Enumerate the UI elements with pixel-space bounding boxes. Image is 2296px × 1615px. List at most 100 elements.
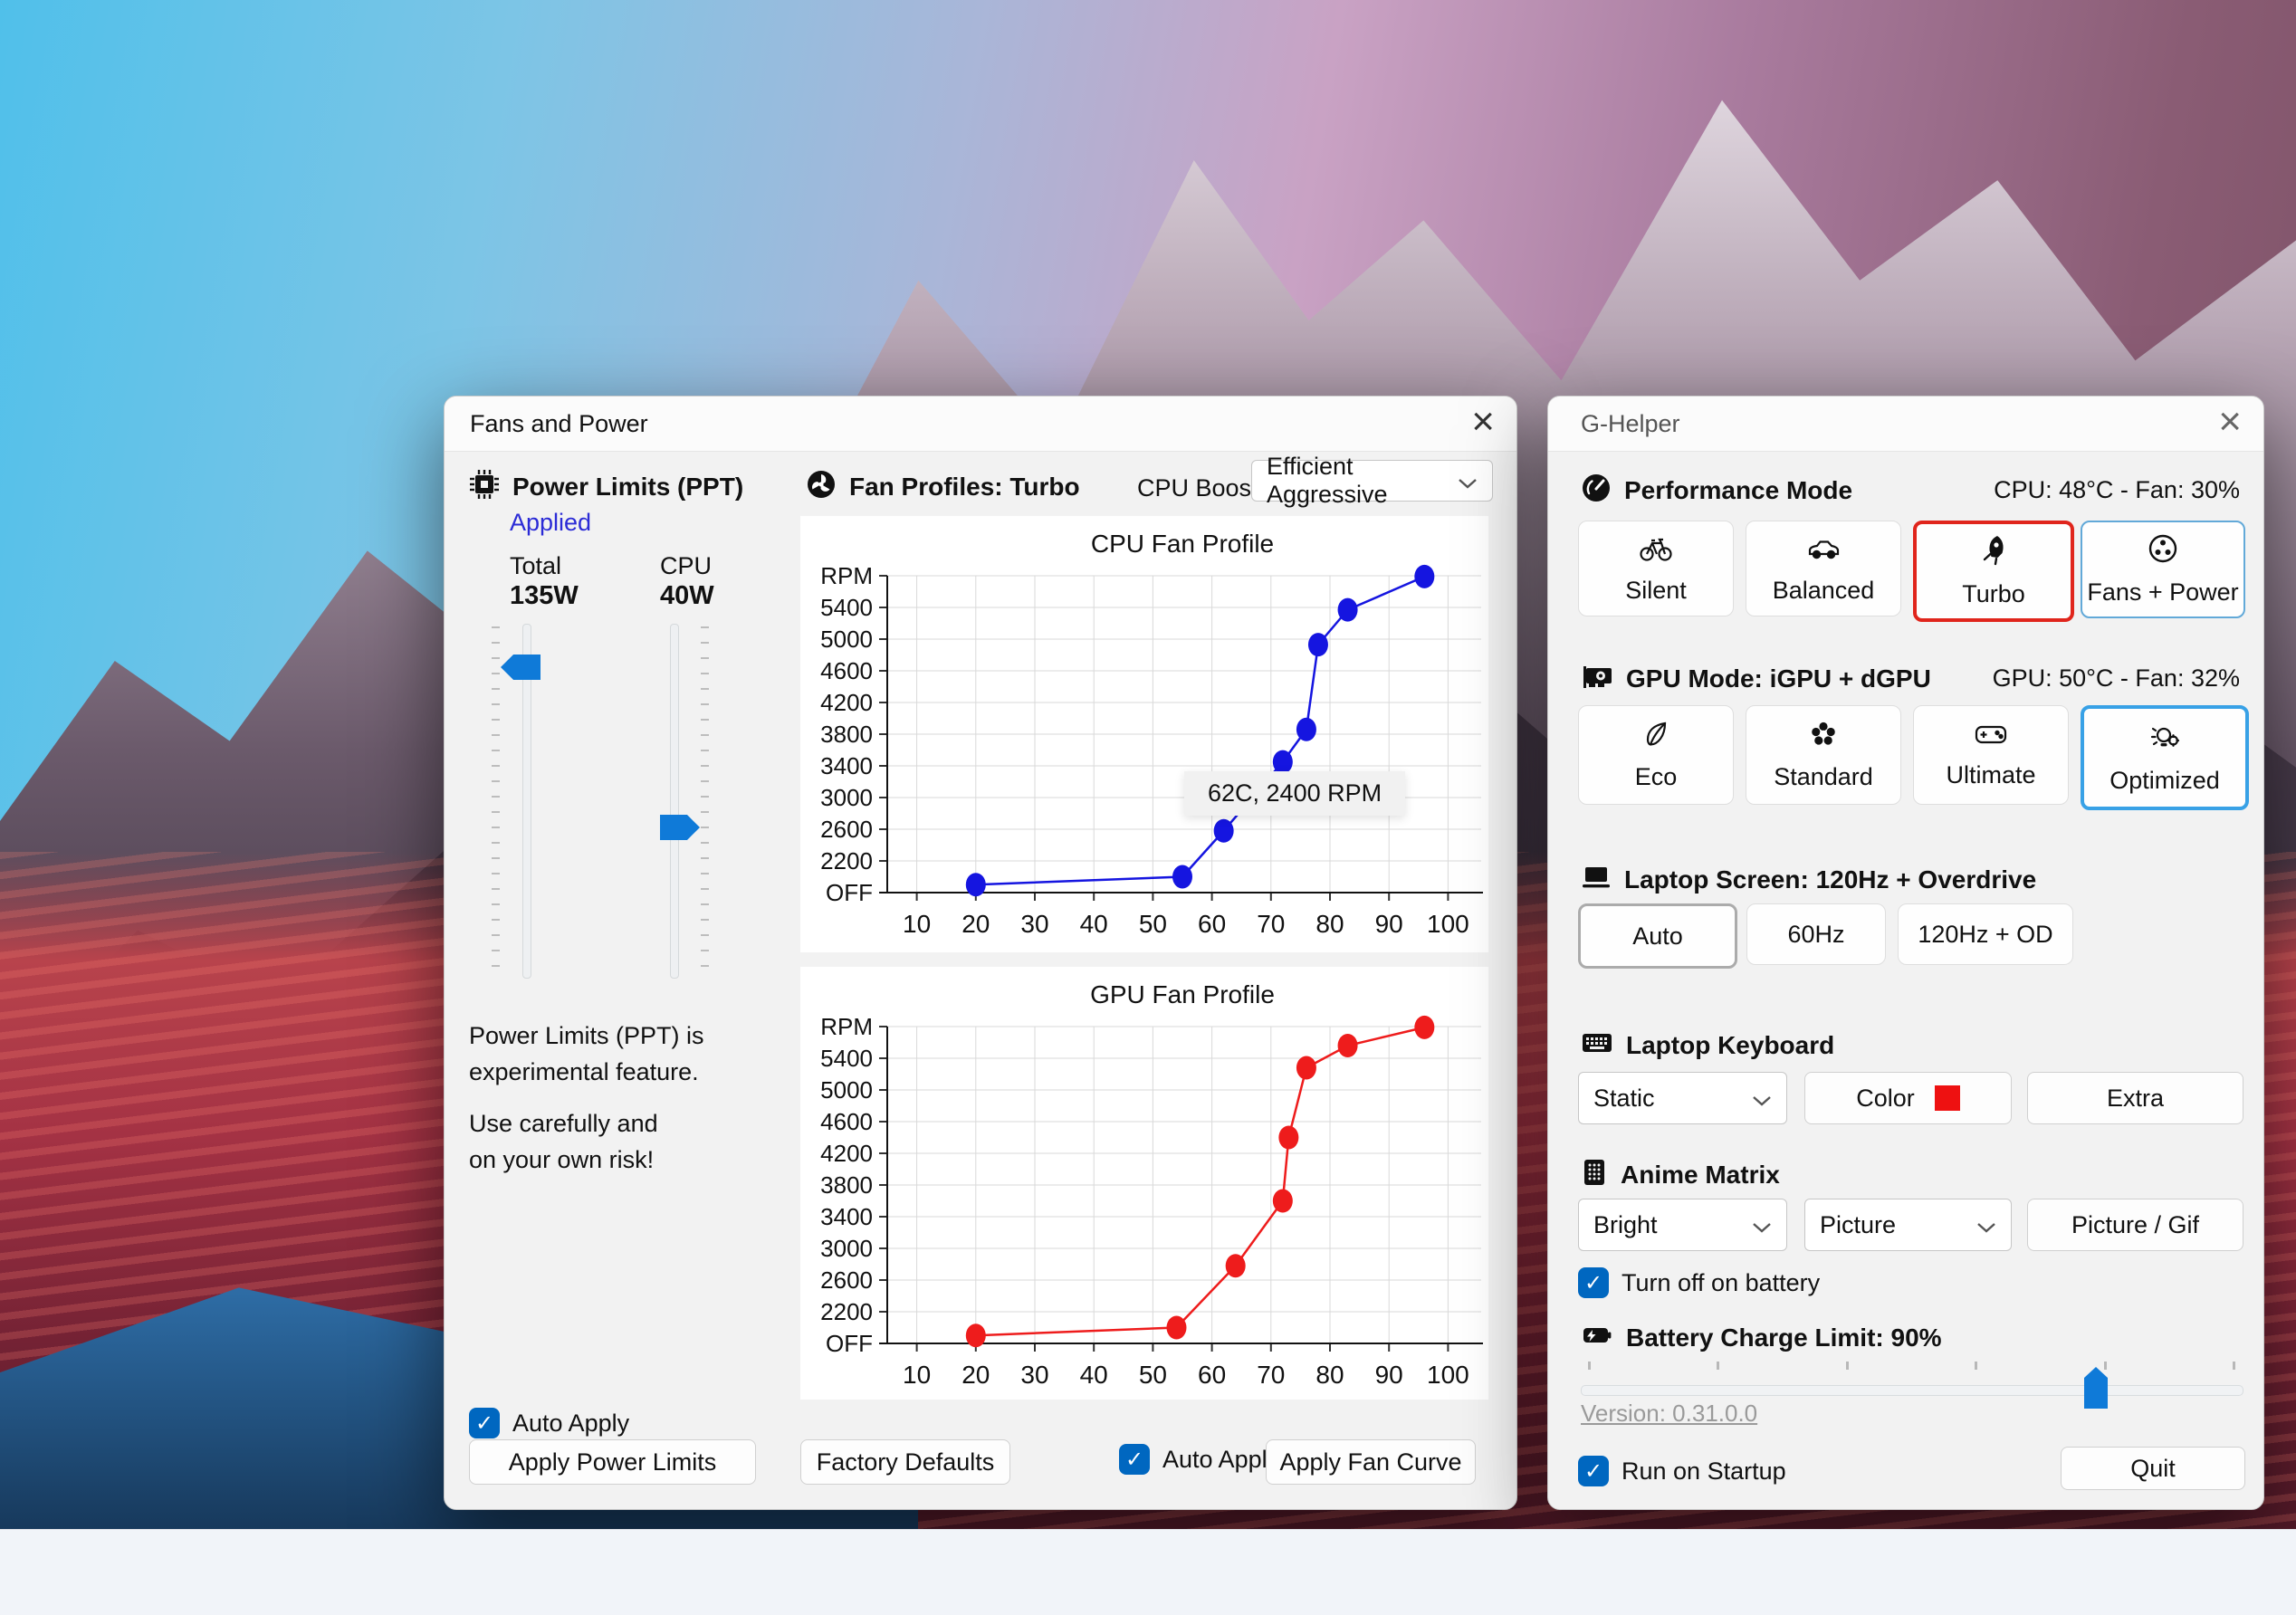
screen-auto-button[interactable]: Auto [1578, 903, 1737, 969]
keyboard-extra-button[interactable]: Extra [2027, 1072, 2243, 1124]
total-power-slider-thumb[interactable] [501, 655, 541, 680]
gpu-optimized-button[interactable]: Optimized [2081, 705, 2249, 810]
power-auto-apply-checkbox[interactable]: ✓ [469, 1408, 500, 1438]
svg-text:3000: 3000 [820, 1235, 873, 1262]
gamepad-icon [1973, 721, 2009, 754]
svg-text:50: 50 [1139, 1361, 1167, 1389]
laptop-screen-icon [1581, 864, 1612, 895]
total-label: Total [510, 552, 562, 579]
svg-text:4200: 4200 [820, 689, 873, 716]
version-link[interactable]: Version: 0.31.0.0 [1581, 1400, 1758, 1427]
startup-checkbox[interactable]: ✓ [1578, 1456, 1609, 1486]
battery-limit-slider-thumb[interactable] [2084, 1367, 2108, 1409]
svg-text:3400: 3400 [820, 752, 873, 779]
svg-text:4200: 4200 [820, 1140, 873, 1167]
screen-60hz-button[interactable]: 60Hz [1746, 903, 1886, 965]
ghelper-titlebar[interactable]: G-Helper × [1548, 397, 2263, 452]
svg-text:4600: 4600 [820, 657, 873, 684]
gpu-ultimate-button[interactable]: Ultimate [1913, 705, 2069, 805]
power-auto-apply-row: ✓ Auto Apply [469, 1408, 629, 1438]
cpu-boost-dropdown[interactable]: Efficient Aggressive [1251, 453, 1493, 508]
matrix-brightness-value: Bright [1593, 1210, 1658, 1238]
cpu-slider-ticks [701, 626, 709, 976]
close-icon[interactable]: × [1471, 399, 1495, 444]
svg-text:5400: 5400 [820, 1045, 873, 1072]
performance-heading: Performance Mode [1624, 475, 1853, 504]
matrix-running-dropdown[interactable]: Picture [1804, 1199, 2012, 1251]
mode-turbo-label: Turbo [1962, 580, 2025, 607]
matrix-brightness-dropdown[interactable]: Bright [1578, 1199, 1787, 1251]
total-slider-ticks [492, 626, 500, 976]
mode-silent-button[interactable]: Silent [1578, 521, 1734, 616]
bicycle-icon [1638, 532, 1674, 569]
battery-limit-slider[interactable] [1581, 1385, 2243, 1396]
keyboard-mode-dropdown[interactable]: Static [1578, 1072, 1787, 1124]
svg-text:3400: 3400 [820, 1203, 873, 1230]
svg-text:90: 90 [1375, 1361, 1403, 1389]
mode-balanced-label: Balanced [1772, 577, 1875, 604]
fan-auto-apply-checkbox[interactable]: ✓ [1119, 1444, 1150, 1475]
svg-text:GPU Fan Profile: GPU Fan Profile [1090, 980, 1275, 1008]
cpu-label: CPU [660, 552, 713, 579]
quit-button[interactable]: Quit [2061, 1447, 2245, 1490]
fan-auto-apply-label: Auto Apply [1162, 1445, 1280, 1473]
power-limits-heading-row: Power Limits (PPT) [469, 469, 743, 504]
factory-defaults-button[interactable]: Factory Defaults [800, 1439, 1010, 1485]
gpu-eco-button[interactable]: Eco [1578, 705, 1734, 805]
svg-text:90: 90 [1375, 910, 1403, 938]
matrix-icon [1581, 1157, 1608, 1192]
matrix-picture-gif-button[interactable]: Picture / Gif [2027, 1199, 2243, 1251]
keyboard-color-button[interactable]: Color [1804, 1072, 2012, 1124]
fan-circle-icon [2147, 532, 2179, 571]
power-limits-note-2: Use carefully and on your own risk! [469, 1110, 658, 1173]
startup-label: Run on Startup [1622, 1457, 1786, 1485]
screen-120hz-od-button[interactable]: 120Hz + OD [1898, 903, 2073, 965]
apply-fan-curve-button[interactable]: Apply Fan Curve [1266, 1439, 1476, 1485]
svg-text:2200: 2200 [820, 1298, 873, 1325]
screen-auto-label: Auto [1632, 922, 1683, 950]
mode-silent-label: Silent [1625, 577, 1687, 604]
svg-text:100: 100 [1427, 1361, 1469, 1389]
gpu-temp-status: GPU: 50°C - Fan: 32% [1992, 664, 2240, 692]
matrix-heading: Anime Matrix [1621, 1160, 1780, 1189]
keyboard-color-label: Color [1856, 1084, 1915, 1112]
mode-turbo-button[interactable]: Turbo [1913, 521, 2074, 622]
close-icon[interactable]: × [2218, 399, 2242, 444]
battery-slider-ticks [1588, 1362, 2235, 1370]
svg-text:80: 80 [1315, 1361, 1344, 1389]
svg-text:3800: 3800 [820, 1171, 873, 1199]
cpu-boost-value: Efficient Aggressive [1267, 453, 1388, 508]
total-power-slider[interactable] [522, 624, 531, 979]
gpu-standard-button[interactable]: Standard [1746, 705, 1901, 805]
power-auto-apply-label: Auto Apply [512, 1409, 630, 1437]
apply-power-limits-button[interactable]: Apply Power Limits [469, 1439, 756, 1485]
fans-window-titlebar[interactable]: Fans and Power × [445, 397, 1516, 452]
matrix-running-value: Picture [1820, 1210, 1897, 1238]
chevron-down-icon [1752, 1211, 1772, 1239]
cpu-power-slider-thumb[interactable] [660, 815, 700, 840]
svg-text:5000: 5000 [820, 626, 873, 653]
cpu-fan-chart[interactable]: 10 20 30 40 50 60 70 80 90 100 OFF 2200 2600 3000 3400… [800, 516, 1488, 952]
gpu-standard-label: Standard [1774, 763, 1873, 790]
power-limits-heading: Power Limits (PPT) [512, 472, 744, 501]
svg-text:70: 70 [1257, 910, 1285, 938]
svg-text:60: 60 [1198, 1361, 1226, 1389]
gauge-icon [1581, 473, 1612, 508]
svg-text:50: 50 [1139, 910, 1167, 938]
battery-heading-row: Battery Charge Limit: 90% [1581, 1320, 1942, 1355]
screen-120hz-od-label: 120Hz + OD [1918, 920, 2053, 948]
cpu-power-slider[interactable] [670, 624, 679, 979]
screen-heading-row: Laptop Screen: 120Hz + Overdrive [1581, 864, 2036, 895]
cpu-chip-icon [469, 469, 500, 504]
svg-text:5000: 5000 [820, 1076, 873, 1104]
performance-heading-row: Performance Mode [1581, 473, 1852, 508]
matrix-battery-checkbox[interactable]: ✓ [1578, 1267, 1609, 1298]
svg-text:OFF: OFF [826, 879, 873, 906]
svg-text:RPM: RPM [820, 1013, 873, 1040]
mode-balanced-button[interactable]: Balanced [1746, 521, 1901, 616]
mode-fans-power-button[interactable]: Fans + Power [2081, 521, 2245, 618]
svg-text:30: 30 [1020, 910, 1048, 938]
gpu-fan-chart[interactable]: 10 20 30 40 50 60 70 80 90 100 OFF 2200 2600 3000 3400… [800, 967, 1488, 1400]
chevron-down-icon [1458, 467, 1478, 495]
svg-text:4600: 4600 [820, 1108, 873, 1135]
